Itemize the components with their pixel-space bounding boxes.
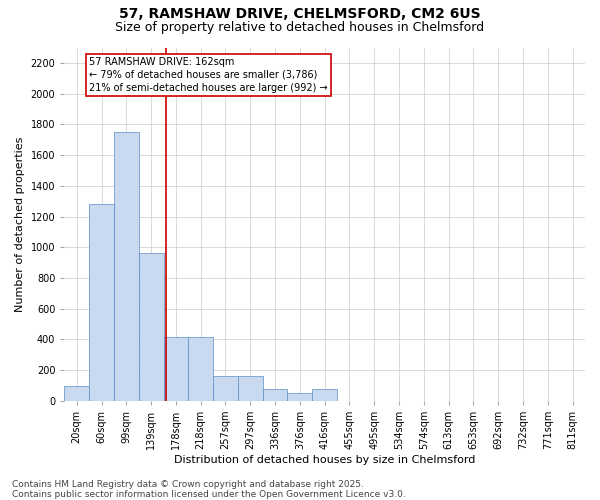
Bar <box>263 390 287 401</box>
Y-axis label: Number of detached properties: Number of detached properties <box>15 136 25 312</box>
Text: 57 RAMSHAW DRIVE: 162sqm
← 79% of detached houses are smaller (3,786)
21% of sem: 57 RAMSHAW DRIVE: 162sqm ← 79% of detach… <box>89 56 328 93</box>
Text: 57, RAMSHAW DRIVE, CHELMSFORD, CM2 6US: 57, RAMSHAW DRIVE, CHELMSFORD, CM2 6US <box>119 8 481 22</box>
Bar <box>287 393 312 401</box>
Bar <box>89 204 114 401</box>
Bar <box>164 337 188 401</box>
Bar <box>139 254 164 401</box>
Bar <box>312 390 337 401</box>
X-axis label: Distribution of detached houses by size in Chelmsford: Distribution of detached houses by size … <box>174 455 475 465</box>
Text: Size of property relative to detached houses in Chelmsford: Size of property relative to detached ho… <box>115 21 485 34</box>
Bar <box>188 337 213 401</box>
Bar <box>213 376 238 401</box>
Bar <box>64 386 89 401</box>
Text: Contains HM Land Registry data © Crown copyright and database right 2025.
Contai: Contains HM Land Registry data © Crown c… <box>12 480 406 499</box>
Bar <box>114 132 139 401</box>
Bar <box>238 376 263 401</box>
